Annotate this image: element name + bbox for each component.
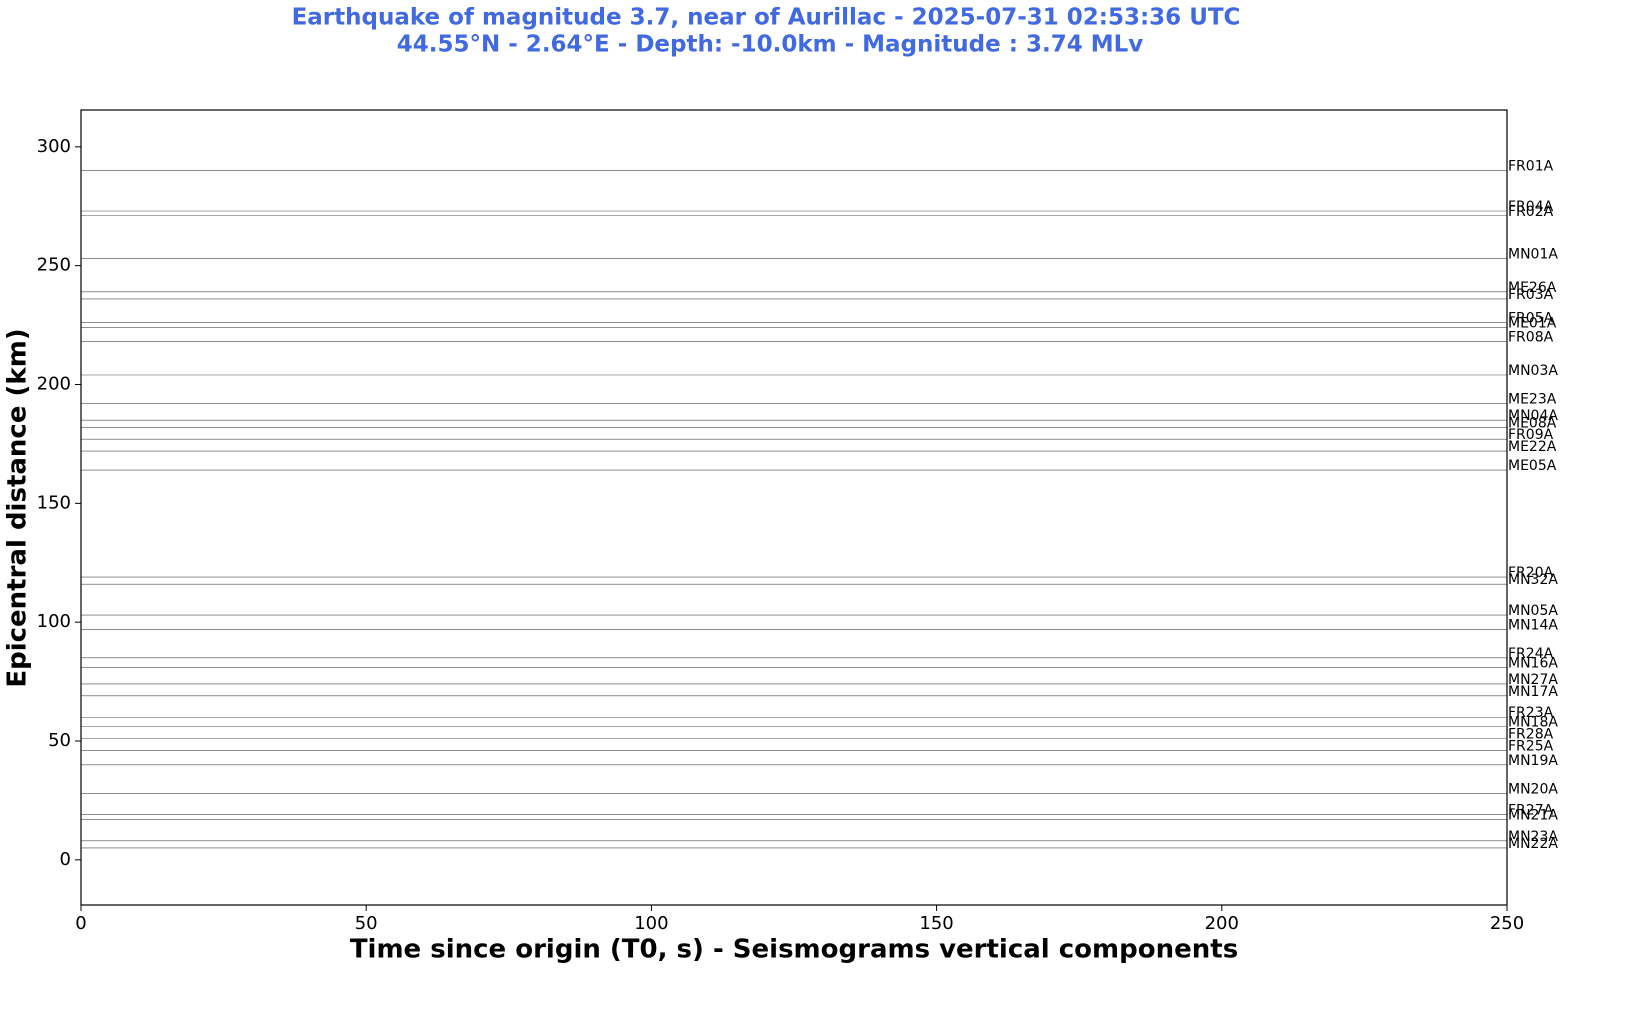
station-label: ME01A bbox=[1508, 315, 1557, 331]
station-label: MN04A bbox=[1508, 408, 1558, 424]
station-label: MN14A bbox=[1508, 617, 1558, 633]
y-tick-label: 100 bbox=[37, 611, 71, 632]
station-label: FR05A bbox=[1508, 311, 1554, 327]
station-label: ME26A bbox=[1508, 280, 1557, 296]
station-label: MN17A bbox=[1508, 684, 1558, 700]
station-label: FR02A bbox=[1508, 204, 1554, 220]
x-tick-label: 250 bbox=[1490, 913, 1524, 934]
station-label: MN16A bbox=[1508, 655, 1558, 671]
station-label: MN22A bbox=[1508, 836, 1558, 852]
x-tick-label: 100 bbox=[634, 913, 668, 934]
station-label: ME22A bbox=[1508, 439, 1557, 455]
station-label: FR03A bbox=[1508, 287, 1554, 303]
x-axis-label: Time since origin (T0, s) - Seismograms … bbox=[350, 935, 1238, 965]
y-tick-label: 150 bbox=[37, 492, 71, 513]
x-tick-label: 200 bbox=[1205, 913, 1239, 934]
station-label: MN23A bbox=[1508, 829, 1558, 845]
chart-subtitle: 44.55°N - 2.64°E - Depth: -10.0km - Magn… bbox=[397, 32, 1144, 58]
station-label: MN03A bbox=[1508, 363, 1558, 379]
station-label: MN20A bbox=[1508, 781, 1558, 797]
station-label: MN27A bbox=[1508, 672, 1558, 688]
station-label: FR09A bbox=[1508, 427, 1554, 443]
station-label: ME08A bbox=[1508, 415, 1557, 431]
y-axis-label: Epicentral distance (km) bbox=[3, 328, 33, 687]
station-label: MN19A bbox=[1508, 753, 1558, 769]
y-tick-label: 0 bbox=[60, 849, 71, 870]
station-label: MN01A bbox=[1508, 247, 1558, 263]
station-label: FR20A bbox=[1508, 565, 1554, 581]
station-label: FR08A bbox=[1508, 330, 1554, 346]
station-label: MN18A bbox=[1508, 715, 1558, 731]
station-label: FR27A bbox=[1508, 803, 1554, 819]
station-label: MN05A bbox=[1508, 603, 1558, 619]
station-label: MN21A bbox=[1508, 807, 1558, 823]
station-label: FR28A bbox=[1508, 727, 1554, 743]
station-label: ME05A bbox=[1508, 458, 1557, 474]
y-tick-label: 250 bbox=[37, 255, 71, 276]
station-label: ME23A bbox=[1508, 392, 1557, 408]
station-label: FR25A bbox=[1508, 739, 1554, 755]
plot-frame bbox=[80, 109, 1508, 906]
x-tick-label: 150 bbox=[919, 913, 953, 934]
y-tick-label: 50 bbox=[48, 730, 71, 751]
station-label: FR01A bbox=[1508, 159, 1554, 175]
chart-title: Earthquake of magnitude 3.7, near of Aur… bbox=[292, 5, 1241, 31]
x-tick-label: 0 bbox=[75, 913, 86, 934]
station-label: FR04A bbox=[1508, 199, 1554, 215]
station-label: MN32A bbox=[1508, 572, 1558, 588]
y-tick-label: 200 bbox=[37, 374, 71, 395]
station-label: FR23A bbox=[1508, 705, 1554, 721]
station-label: FR24A bbox=[1508, 646, 1554, 662]
y-tick-label: 300 bbox=[37, 136, 71, 157]
x-tick-label: 50 bbox=[355, 913, 378, 934]
